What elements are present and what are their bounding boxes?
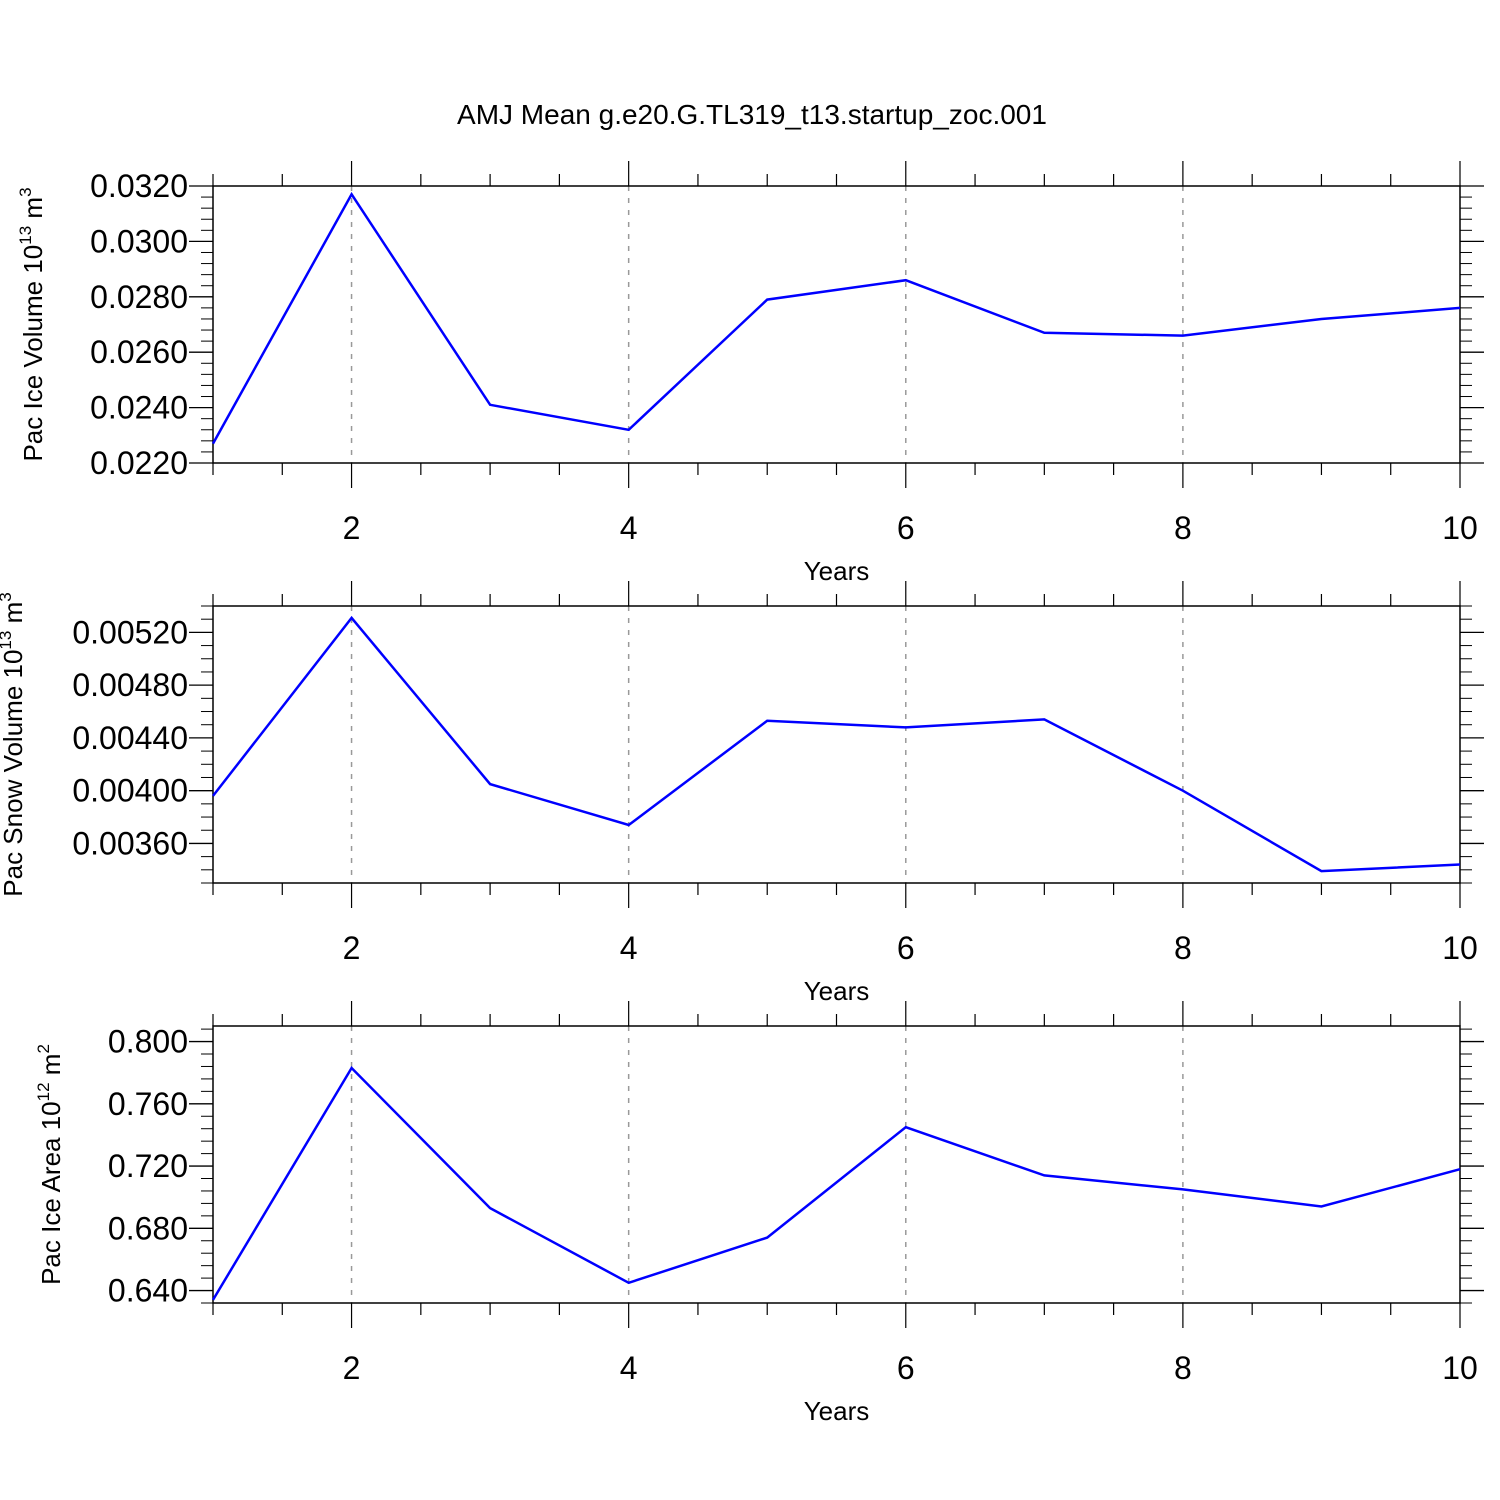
y-tick-label: 0.0220 (90, 445, 188, 481)
y-tick-label: 0.00360 (72, 825, 188, 861)
x-tick-label: 8 (1174, 930, 1192, 966)
y-axis-title: Pac Snow Volume 1013 m3 (0, 592, 28, 896)
x-tick-label: 2 (343, 930, 361, 966)
y-tick-label: 0.00520 (72, 614, 188, 650)
chart-panel-1: 2 4 6 8 10 0.0220 0.0240 0.0260 0.0280 0.0300 0.03… (16, 161, 1484, 586)
y-tick-label: 0.0280 (90, 279, 188, 315)
series-line-1 (212, 615, 1461, 873)
x-tick-label: 4 (620, 930, 638, 966)
x-axis-title: Years (804, 976, 870, 1006)
y-tick-label: 0.0300 (90, 223, 188, 259)
x-axis-title: Years (804, 1396, 870, 1426)
x-tick-label: 10 (1442, 1350, 1478, 1386)
y-tick-label: 0.640 (108, 1273, 188, 1309)
y-axis-title: Pac Ice Volume 1013 m3 (16, 187, 48, 461)
y-tick-label: 0.00400 (72, 773, 188, 809)
y-tick-label: 0.680 (108, 1210, 188, 1246)
y-tick-label: 0.0320 (90, 168, 188, 204)
x-tick-label: 2 (343, 1350, 361, 1386)
y-tick-label: 0.800 (108, 1024, 188, 1060)
x-tick-label: 4 (620, 510, 638, 546)
x-axis-title: Years (804, 556, 870, 586)
figure-title: AMJ Mean g.e20.G.TL319_t13.startup_zoc.0… (457, 99, 1047, 130)
x-tick-label: 8 (1174, 1350, 1192, 1386)
x-tick-label: 6 (897, 510, 915, 546)
plot-frame (212, 1025, 1461, 1304)
x-tick-label: 10 (1442, 930, 1478, 966)
y-tick-label: 0.00440 (72, 720, 188, 756)
y-tick-label: 0.720 (108, 1148, 188, 1184)
chart-panel-2: 2 4 6 8 10 0.00360 0.00400 0.00440 0.00480 0.0052… (0, 581, 1484, 1006)
y-axis-title: Pac Ice Area 1012 m2 (34, 1044, 66, 1285)
x-tick-label: 10 (1442, 510, 1478, 546)
x-tick-label: 6 (897, 1350, 915, 1386)
y-tick-label: 0.0260 (90, 334, 188, 370)
panels: 2 4 6 8 10 0.0220 0.0240 0.0260 0.0280 0.0300 0.03… (0, 161, 1484, 1426)
x-tick-label: 8 (1174, 510, 1192, 546)
plot-frame (212, 605, 1461, 884)
y-tick-label: 0.0240 (90, 390, 188, 426)
series-line-1 (211, 1065, 1461, 1301)
x-tick-label: 6 (897, 930, 915, 966)
x-tick-label: 4 (620, 1350, 638, 1386)
chart-panel-3: 2 4 6 8 10 0.640 0.680 0.720 0.760 0.800 Years Pac … (34, 1001, 1484, 1426)
series-line-1 (211, 191, 1461, 445)
x-tick-label: 2 (343, 510, 361, 546)
y-tick-label: 0.760 (108, 1086, 188, 1122)
y-tick-label: 0.00480 (72, 667, 188, 703)
